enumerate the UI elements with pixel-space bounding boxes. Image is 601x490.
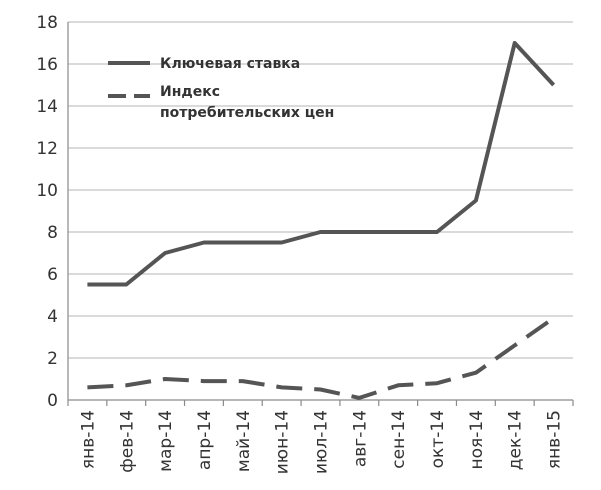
x-tick-label: янв-15 — [545, 410, 565, 469]
x-tick-label: мар-14 — [156, 410, 176, 472]
x-tick-label: июн-14 — [273, 410, 293, 474]
y-axis-tick-labels: 0 2 4 6 8 10 12 14 16 18 — [36, 13, 58, 411]
x-tick-label: май-14 — [234, 410, 254, 472]
y-tick-label: 12 — [36, 139, 58, 159]
x-axis-tick-labels: янв-14 фев-14 мар-14 апр-14 май-14 июн-14 июл-… — [78, 410, 564, 474]
legend-label-cpi-line2: потребительских цен — [160, 105, 334, 121]
legend: Ключевая ставка Индекс потребительских ц… — [108, 56, 334, 121]
x-tick-label: июл-14 — [312, 410, 332, 474]
series-line-cpi — [87, 316, 555, 400]
legend-label-cpi-line1: Индекс — [160, 84, 220, 100]
x-tick-label: ноя-14 — [467, 410, 487, 470]
y-tick-label: 10 — [36, 181, 58, 201]
x-tick-label: окт-14 — [428, 410, 448, 468]
x-tick-label: янв-14 — [78, 410, 98, 469]
x-tick-label: авг-14 — [350, 410, 370, 467]
y-tick-label: 16 — [36, 55, 58, 75]
y-tick-label: 4 — [47, 307, 58, 327]
y-tick-label: 0 — [47, 391, 58, 411]
x-tick-label: сен-14 — [389, 410, 409, 469]
y-tick-label: 2 — [47, 349, 58, 369]
series-lines — [87, 41, 556, 400]
y-tick-label: 18 — [36, 13, 58, 33]
axes — [67, 22, 574, 406]
y-tick-label: 6 — [47, 265, 58, 285]
x-tick-label: дек-14 — [506, 410, 526, 470]
y-tick-label: 14 — [36, 97, 58, 117]
legend-label-key-rate: Ключевая ставка — [160, 56, 300, 72]
y-tick-label: 8 — [47, 223, 58, 243]
series-line-key-rate — [87, 41, 556, 287]
x-tick-label: фев-14 — [117, 410, 137, 473]
grid-lines — [68, 21, 573, 359]
x-tick-label: апр-14 — [195, 410, 215, 470]
